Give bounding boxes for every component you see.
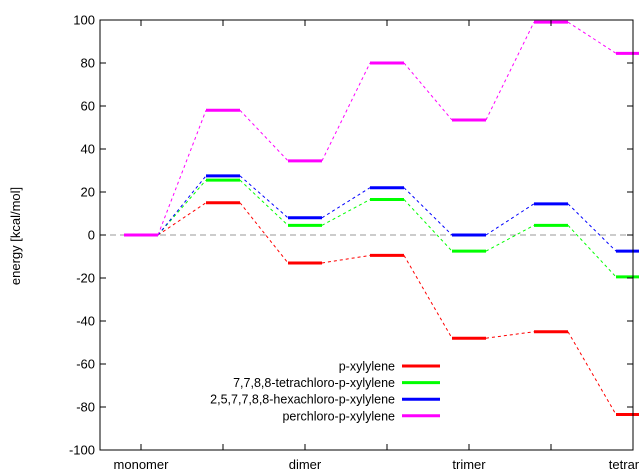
connector-line	[239, 109, 289, 162]
connector-line	[239, 202, 289, 264]
connector-line	[321, 187, 371, 219]
legend-label: p-xylylene	[339, 360, 395, 374]
connector-line	[567, 224, 617, 278]
connector-line	[403, 255, 453, 339]
connector-line	[239, 179, 289, 226]
legend: p-xylylene 7,7,8,8-tetrachloro-p-xylylene…	[210, 360, 440, 423]
x-tick-label: trimer	[452, 457, 486, 472]
axes-layer: -100 -80 -60 -40 -20 0 20 40 60 80 100 monomer dimer…	[69, 13, 639, 473]
connector-line	[403, 187, 453, 236]
legend-label: 7,7,8,8-tetrachloro-p-xylylene	[233, 376, 395, 390]
x-tick-label: tetramer	[609, 457, 639, 472]
series-3	[124, 174, 639, 253]
y-tick-label: -80	[76, 400, 95, 415]
series-layer	[124, 20, 639, 417]
y-tick-label: 80	[81, 56, 95, 71]
connector-line	[321, 199, 371, 226]
y-tick-label: -100	[69, 443, 95, 458]
y-axis-label: energy [kcal/mol]	[8, 187, 23, 285]
connector-line	[321, 254, 371, 264]
connector-line	[321, 62, 371, 162]
y-tick-label: -40	[76, 314, 95, 329]
y-tick-label: 60	[81, 99, 95, 114]
y-tick-label: 0	[88, 228, 95, 243]
x-tick-label: monomer	[114, 457, 170, 472]
x-tick-label: dimer	[289, 457, 322, 472]
legend-label: perchloro-p-xylylene	[282, 409, 395, 423]
y-tick-label: -60	[76, 357, 95, 372]
connector-line	[567, 331, 617, 415]
y-tick-label: 20	[81, 185, 95, 200]
connector-line	[485, 203, 535, 236]
connector-line	[157, 110, 207, 236]
connector-line	[567, 203, 617, 252]
connector-line	[485, 21, 535, 121]
connector-line	[567, 21, 617, 54]
connector-line	[239, 175, 289, 219]
connector-line	[403, 62, 453, 121]
series-4	[124, 20, 639, 237]
series-2	[124, 178, 639, 279]
legend-label: 2,5,7,7,8,8-hexachloro-p-xylylene	[210, 393, 395, 407]
connector-line	[157, 202, 207, 236]
connector-line	[485, 331, 535, 339]
connector-line	[485, 224, 535, 252]
connector-line	[403, 199, 453, 252]
y-tick-label: -20	[76, 271, 95, 286]
y-tick-label: 100	[73, 13, 95, 28]
connector-line	[157, 175, 207, 236]
y-tick-label: 40	[81, 142, 95, 157]
